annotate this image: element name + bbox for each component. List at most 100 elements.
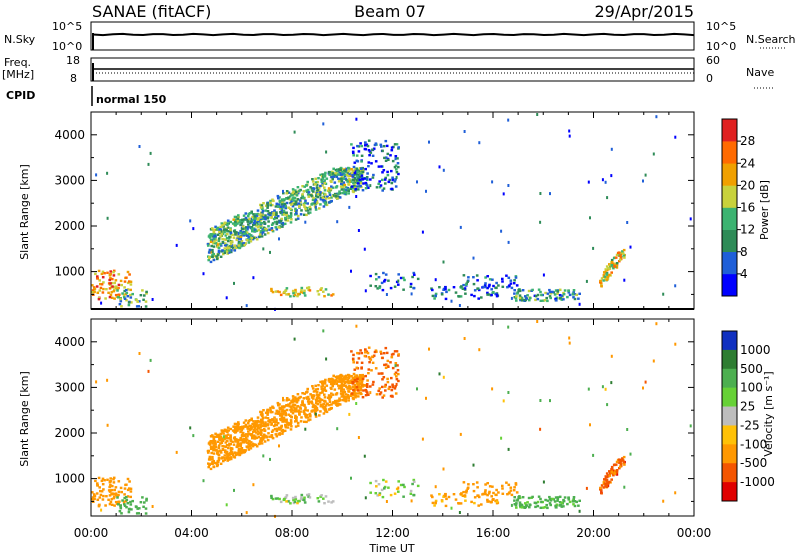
velocity-echo-cell xyxy=(294,495,297,499)
velocity-echo-cell xyxy=(274,433,278,436)
power-echo-cell xyxy=(108,278,111,282)
velocity-echo-cell xyxy=(340,382,344,386)
power-echo-cell xyxy=(266,204,269,207)
power-echo-cell xyxy=(218,228,221,231)
velocity-echo-cell xyxy=(322,381,326,385)
velocity-echo-cell xyxy=(116,496,119,499)
y-tick-label: 1000 xyxy=(54,472,85,486)
power-echo-cell xyxy=(325,203,329,207)
velocity-echo-cell xyxy=(277,410,281,413)
velocity-echo-cell xyxy=(541,500,544,504)
power-echo-cell xyxy=(303,289,306,292)
velocity-echo-cell xyxy=(107,498,110,501)
velocity-echo-cell xyxy=(608,480,611,484)
x-tick-label: 16:00 xyxy=(476,526,511,540)
power-echo-cell xyxy=(397,165,400,169)
power-echo-cell xyxy=(378,285,382,288)
power-echo-cell xyxy=(123,296,126,299)
velocity-echo-cell xyxy=(294,396,297,399)
power-echo-cell xyxy=(253,230,256,233)
velocity-echo-cell xyxy=(241,427,245,430)
velocity-echo-cell xyxy=(296,424,300,427)
power-echo-cell xyxy=(549,292,553,295)
power-echo-cell xyxy=(219,225,223,228)
power-echo-cell xyxy=(567,291,571,294)
velocity-echo-cell xyxy=(287,413,290,416)
power-echo-cell xyxy=(572,289,576,292)
power-echo-cell xyxy=(618,260,621,263)
power-echo-cell xyxy=(236,216,240,219)
power-echo-cell xyxy=(361,170,365,174)
velocity-echo-cell xyxy=(324,495,328,498)
power-echo-cell xyxy=(382,271,385,275)
velocity-echo-cell xyxy=(295,407,298,410)
power-echo-cell xyxy=(100,272,104,276)
power-echo-cell xyxy=(342,189,346,192)
velocity-echo-cell xyxy=(264,425,267,428)
velocity-echo-cell xyxy=(99,489,102,493)
velocity-echo-cell xyxy=(486,493,489,497)
velocity-echo-cell xyxy=(300,403,303,407)
velocity-echo-cell xyxy=(397,353,400,356)
power-echo-cell xyxy=(434,292,438,296)
power-echo-cell xyxy=(674,135,677,139)
velocity-echo-cell xyxy=(298,412,301,416)
power-echo-cell xyxy=(225,296,228,300)
velocity-echo-cell xyxy=(323,405,327,409)
power-echo-cell xyxy=(491,278,494,281)
power-echo-cell xyxy=(251,215,254,219)
velocity-echo-cell xyxy=(142,505,145,508)
power-echo-cell xyxy=(314,198,318,202)
velocity-echo-cell xyxy=(131,499,134,503)
velocity-echo-cell xyxy=(289,414,292,417)
velocity-echo-cell xyxy=(263,429,267,432)
power-echo-cell xyxy=(128,280,131,283)
velocity-echo-cell xyxy=(244,423,248,427)
velocity-echo-cell xyxy=(272,420,276,423)
velocity-echo-cell xyxy=(223,458,226,462)
power-echo-cell xyxy=(369,184,372,188)
power-echo-cell xyxy=(276,290,279,293)
power-echo-cell xyxy=(470,293,473,297)
cpid-value: normal 150 xyxy=(96,93,167,106)
velocity-echo-cell xyxy=(614,469,617,472)
velocity-echo-cell xyxy=(355,324,358,328)
velocity-echo-cell xyxy=(123,493,126,496)
power-echo-cell xyxy=(235,238,239,242)
power-echo-cell xyxy=(381,178,384,182)
power-echo-cell xyxy=(276,220,279,223)
power-echo-cell xyxy=(428,140,430,144)
velocity-echo-cell xyxy=(217,458,221,462)
power-echo-cell xyxy=(252,236,255,240)
power-echo-cell xyxy=(126,281,130,285)
power-echo-cell xyxy=(223,231,226,234)
power-echo-cell xyxy=(237,244,241,247)
power-echo-cell xyxy=(413,273,416,276)
power-echo-cell xyxy=(431,288,434,292)
power-echo-cell xyxy=(345,189,348,192)
velocity-echo-cell xyxy=(258,440,262,443)
velocity-echo-cell xyxy=(250,426,254,429)
velocity-echo-cell xyxy=(354,392,358,395)
cpid-label: CPID xyxy=(6,89,35,102)
velocity-echo-cell xyxy=(280,424,283,428)
velocity-echo-cell xyxy=(351,357,355,360)
power-echo-cell xyxy=(567,289,570,293)
power-echo-cell xyxy=(299,213,303,216)
power-echo-cell xyxy=(572,291,575,294)
power-echo-cell xyxy=(410,292,413,296)
power-echo-cell xyxy=(109,293,113,296)
power-echo-cell xyxy=(244,229,248,232)
velocity-echo-cell xyxy=(293,403,297,407)
velocity-echo-cell xyxy=(138,507,141,510)
velocity-echo-cell xyxy=(275,418,278,421)
velocity-echo-cell xyxy=(219,450,222,453)
power-echo-cell xyxy=(623,278,626,282)
velocity-echo-cell xyxy=(339,373,343,377)
power-echo-cell xyxy=(360,167,363,170)
power-echo-cell xyxy=(222,225,225,228)
power-echo-cell xyxy=(307,191,311,194)
power-echo-cell xyxy=(371,148,374,151)
power-echo-cell xyxy=(117,273,121,276)
velocity-echo-cell xyxy=(145,497,148,501)
